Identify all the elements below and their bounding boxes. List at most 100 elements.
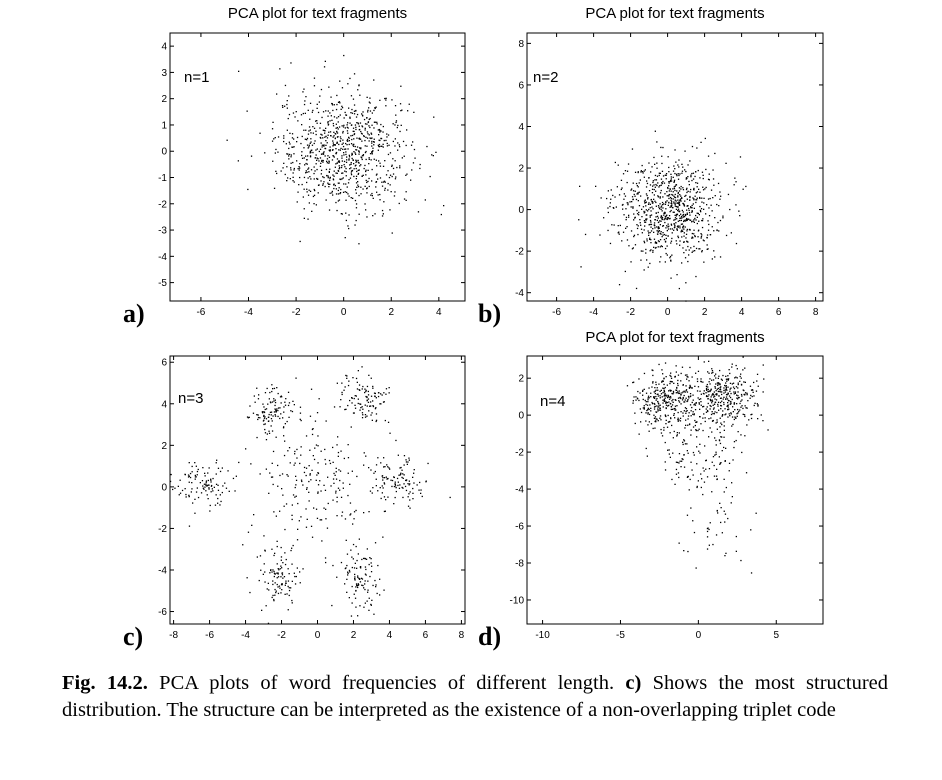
scatter-point xyxy=(378,160,380,162)
scatter-point xyxy=(740,393,743,396)
scatter-point xyxy=(340,213,342,215)
scatter-point xyxy=(724,521,726,523)
scatter-point xyxy=(328,171,330,173)
scatter-point xyxy=(307,133,310,135)
scatter-point xyxy=(329,150,331,152)
scatter-point xyxy=(675,200,677,202)
scatter-point xyxy=(299,462,301,465)
scatter-point xyxy=(682,443,684,446)
scatter-point xyxy=(345,142,347,145)
scatter-point xyxy=(724,391,727,393)
scatter-point xyxy=(718,440,721,442)
scatter-point xyxy=(399,130,401,133)
scatter-point xyxy=(407,110,409,112)
scatter-point xyxy=(672,198,674,200)
scatter-point xyxy=(335,133,337,135)
scatter-point xyxy=(333,183,335,185)
scatter-point xyxy=(734,377,736,379)
scatter-point xyxy=(708,544,710,546)
scatter-point xyxy=(358,85,360,87)
scatter-point xyxy=(288,153,291,156)
scatter-point xyxy=(696,486,698,489)
scatter-point xyxy=(652,427,654,430)
scatter-point xyxy=(319,127,321,129)
scatter-point xyxy=(737,408,739,411)
y-tick-label: 2 xyxy=(518,374,524,385)
scatter-point xyxy=(367,121,369,124)
scatter-point xyxy=(691,172,693,175)
y-tick-label: 4 xyxy=(161,399,167,410)
scatter-point xyxy=(662,225,664,227)
scatter-point xyxy=(368,140,370,142)
scatter-point xyxy=(363,606,365,608)
scatter-point xyxy=(381,145,383,147)
scatter-point xyxy=(271,476,274,478)
scatter-point xyxy=(413,482,415,484)
scatter-point xyxy=(695,429,697,432)
scatter-point xyxy=(303,157,305,159)
scatter-point xyxy=(353,175,355,178)
scatter-point xyxy=(291,602,293,604)
scatter-point xyxy=(280,565,282,567)
scatter-point xyxy=(283,162,285,164)
scatter-point xyxy=(725,387,727,389)
scatter-point xyxy=(283,576,286,578)
scatter-point xyxy=(178,494,180,496)
chart-title: PCA plot for text fragments xyxy=(228,5,407,22)
scatter-point xyxy=(370,558,372,560)
scatter-point xyxy=(360,186,362,188)
scatter-point xyxy=(704,420,706,423)
scatter-point xyxy=(369,405,371,407)
scatter-point xyxy=(661,201,664,204)
scatter-point xyxy=(663,426,665,429)
scatter-point xyxy=(341,155,343,157)
scatter-point xyxy=(332,125,335,127)
scatter-point xyxy=(270,476,273,478)
scatter-point xyxy=(742,188,744,190)
scatter-point xyxy=(270,569,272,571)
scatter-point xyxy=(712,456,715,458)
scatter-point xyxy=(679,244,681,246)
scatter-point xyxy=(278,585,281,587)
scatter-point xyxy=(664,397,666,399)
scatter-point xyxy=(372,387,374,389)
scatter-point xyxy=(616,186,618,188)
scatter-point xyxy=(413,148,416,151)
scatter-point xyxy=(664,386,666,389)
scatter-point xyxy=(245,448,247,450)
scatter-point xyxy=(708,418,710,420)
scatter-point xyxy=(381,475,384,477)
scatter-point xyxy=(691,376,693,378)
scatter-point xyxy=(359,403,361,405)
scatter-point xyxy=(700,404,702,406)
scatter-point xyxy=(353,518,355,520)
scatter-point xyxy=(366,117,368,119)
scatter-point xyxy=(710,389,712,391)
scatter-point xyxy=(268,589,270,591)
scatter-point xyxy=(426,145,428,148)
scatter-point xyxy=(694,403,696,405)
scatter-point xyxy=(368,158,370,160)
scatter-point xyxy=(645,214,647,216)
scatter-point xyxy=(718,409,720,411)
scatter-point xyxy=(638,399,640,402)
scatter-point xyxy=(319,165,322,167)
scatter-point xyxy=(682,189,685,191)
scatter-point xyxy=(715,422,717,424)
scatter-point xyxy=(287,153,289,155)
scatter-point xyxy=(665,419,667,421)
scatter-point xyxy=(689,160,691,162)
scatter-point xyxy=(325,144,327,146)
scatter-point xyxy=(721,436,723,438)
scatter-point xyxy=(403,474,405,476)
scatter-point xyxy=(345,161,348,163)
scatter-point xyxy=(649,216,651,218)
scatter-point xyxy=(708,436,710,438)
scatter-point xyxy=(741,395,743,397)
scatter-point xyxy=(272,388,274,390)
scatter-point xyxy=(636,185,638,187)
scatter-point xyxy=(402,477,404,479)
scatter-point xyxy=(324,557,327,559)
scatter-point xyxy=(379,578,381,580)
y-tick-label: 2 xyxy=(518,164,524,175)
